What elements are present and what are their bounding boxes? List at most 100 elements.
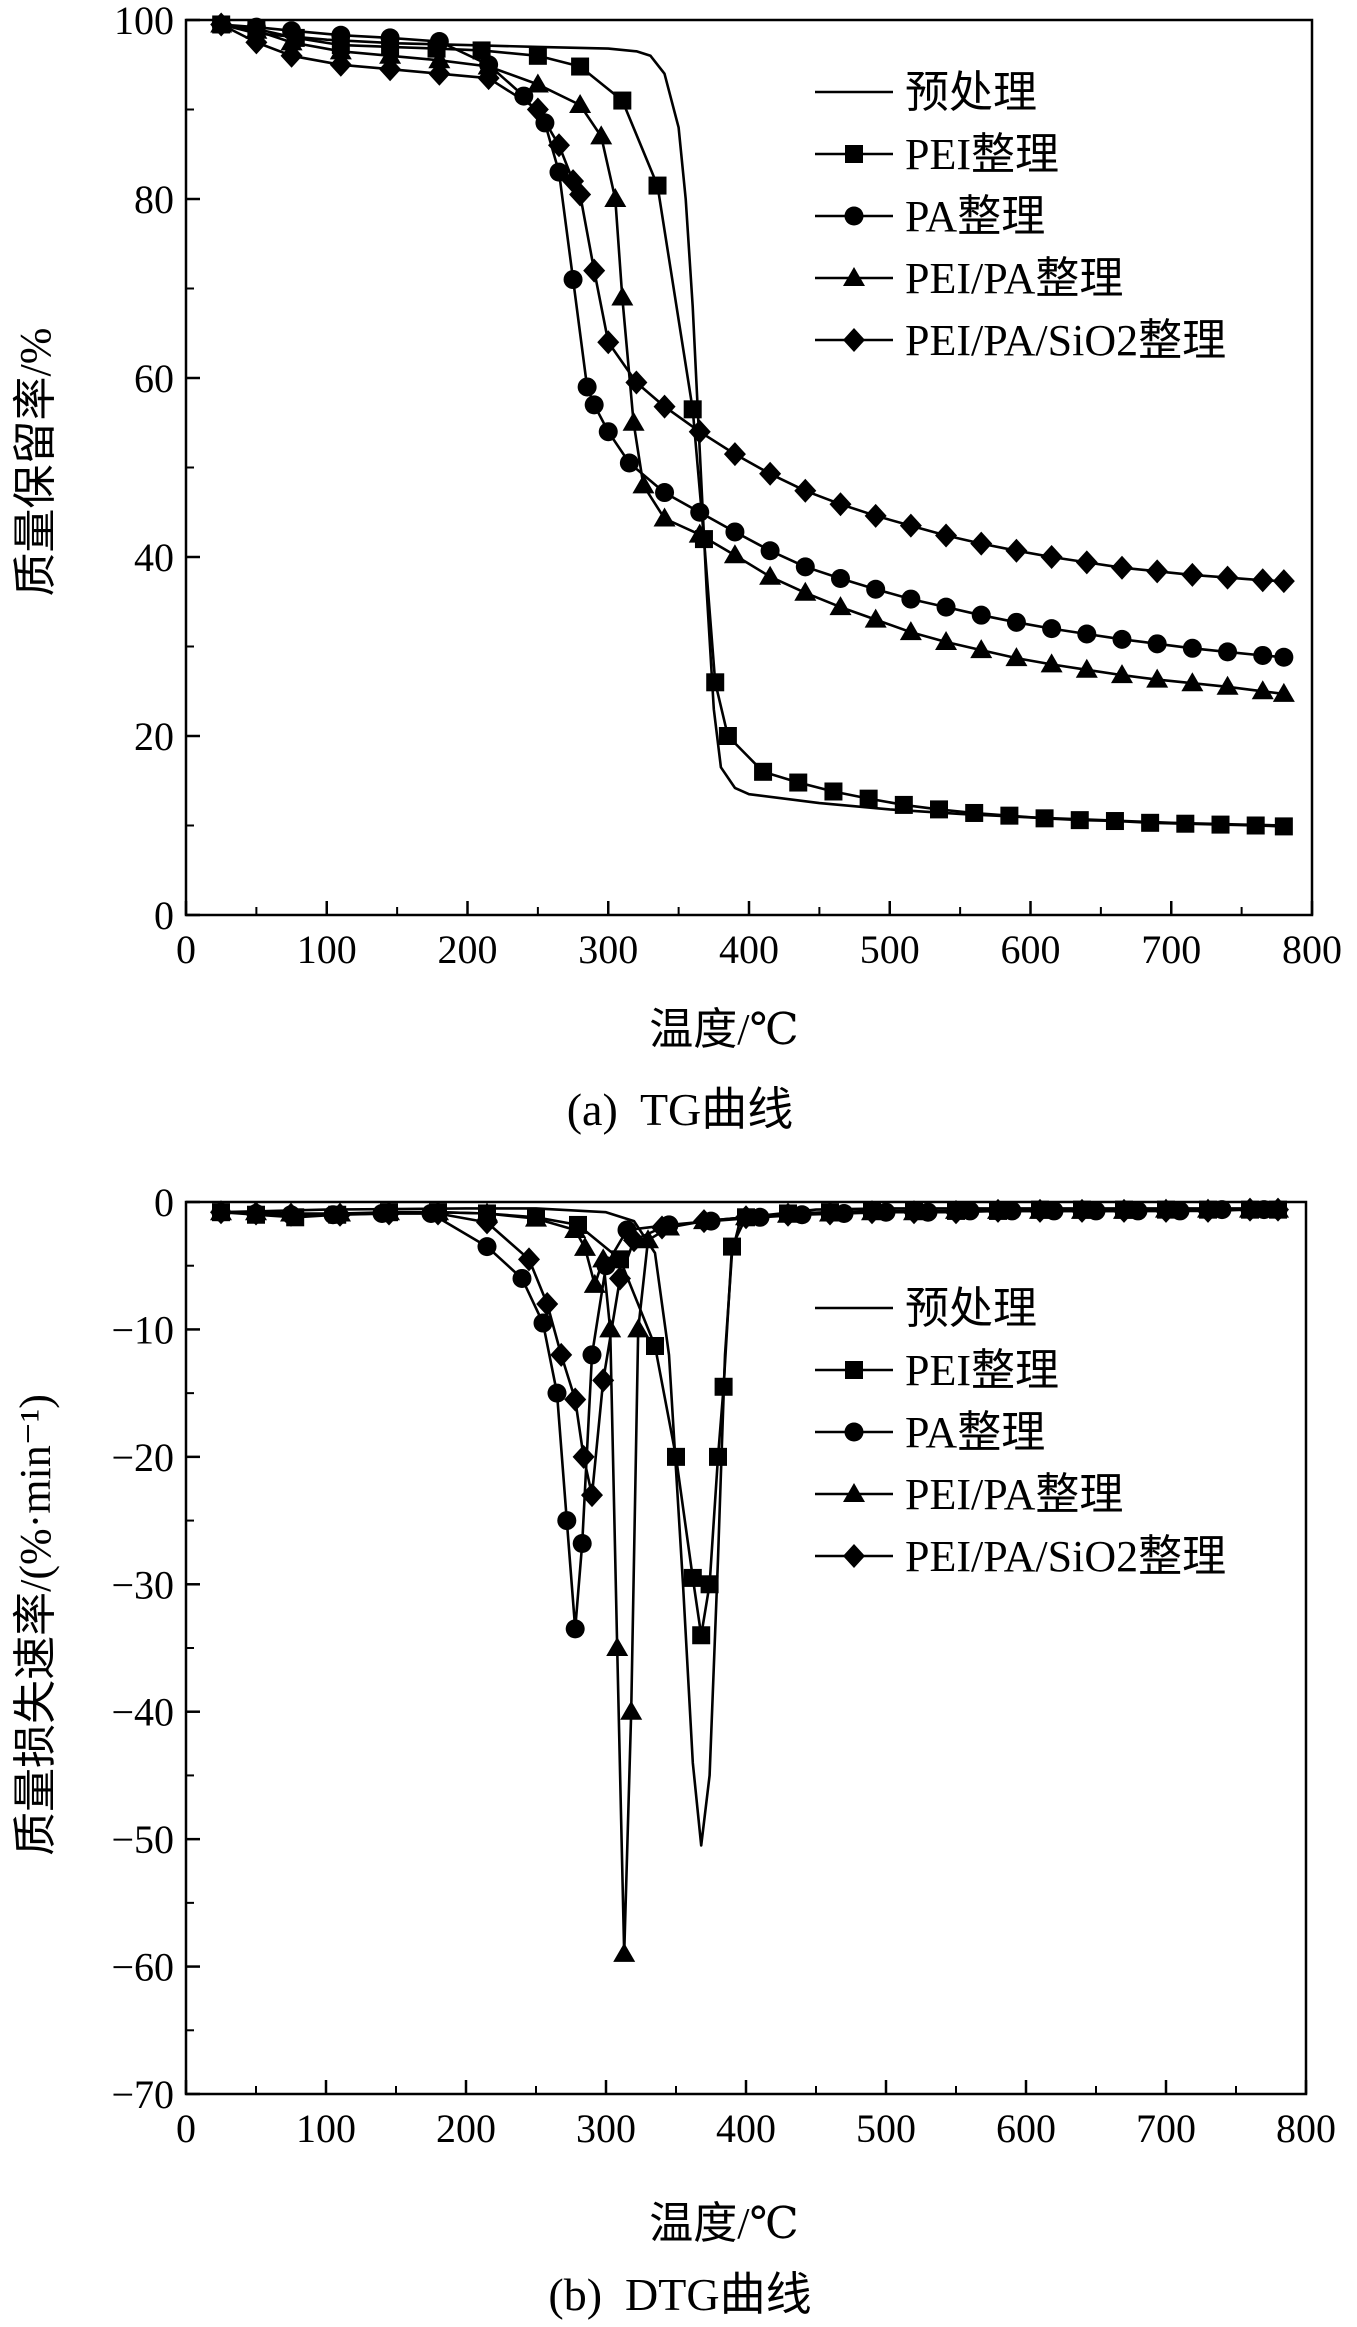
tg-y-tick-label: 60	[134, 356, 174, 401]
dtg-data-point	[557, 1511, 577, 1531]
dtg-data-point	[1071, 1198, 1093, 1223]
tg-data-point	[571, 57, 590, 76]
dtg-data-point	[599, 1318, 622, 1338]
dtg-data-point	[329, 1202, 351, 1227]
tg-data-point	[563, 270, 583, 290]
dtg-legend-item: PEI整理	[815, 1346, 1059, 1395]
dtg-data-point	[1113, 1198, 1135, 1223]
PEI整理: PEI整理	[905, 130, 1059, 179]
tg-data-point	[1251, 680, 1274, 700]
dtg-data-point	[613, 1942, 636, 1962]
tg-data-point	[688, 523, 711, 543]
tg-legend: 预处理 PEI整理 PA整理 PEI/PA整理 PEI/PA/SiO2整理	[815, 68, 1226, 365]
tg-series-2	[211, 14, 1294, 667]
dtg-legend-item: PEI/PA整理	[815, 1470, 1123, 1519]
tg-data-point	[526, 97, 549, 122]
tg-data-point	[1272, 682, 1295, 702]
tg-data-point	[760, 541, 780, 561]
tg-legend-item: PEI/PA/SiO2整理	[815, 316, 1226, 365]
tg-data-point	[528, 46, 547, 65]
dtg-x-tick-label: 200	[436, 2106, 496, 2151]
tg-series-line	[220, 23, 1284, 827]
dtg-data-point	[1155, 1198, 1177, 1223]
tg-data-point	[1146, 668, 1169, 688]
tg-data-point	[1040, 653, 1063, 673]
tg-data-point	[824, 782, 843, 801]
tg-data-point	[894, 795, 913, 814]
tg-data-point	[1077, 624, 1097, 644]
tg-data-point	[583, 258, 606, 283]
tg-data-point	[936, 597, 956, 617]
tg-data-point	[611, 286, 634, 306]
dtg-series-group	[210, 1197, 1289, 1962]
dtg-data-point	[581, 1483, 603, 1508]
tg-data-point	[655, 483, 675, 503]
tg-data-point	[899, 513, 922, 538]
tg-data-point	[1272, 569, 1295, 594]
dtg-data-point	[547, 1383, 567, 1403]
tg-data-point	[935, 631, 958, 651]
tg-data-point	[619, 453, 639, 473]
tg-data-point	[1181, 562, 1204, 587]
tg-data-point	[1000, 806, 1019, 825]
tg-data-point	[1218, 642, 1238, 662]
dtg-series-4	[210, 1197, 1289, 1508]
tg-data-point	[1040, 545, 1063, 569]
dtg-legend-marker	[843, 1483, 865, 1502]
tg-data-point	[794, 581, 817, 601]
dtg-data-point	[620, 1700, 643, 1720]
tg-data-point	[632, 474, 655, 494]
tg-data-point	[1035, 809, 1054, 828]
tg-series-3	[210, 13, 1295, 702]
tg-series-line	[221, 23, 1284, 828]
tg-data-point	[1005, 538, 1028, 563]
tg-data-point	[613, 91, 632, 110]
tg-data-point	[1253, 645, 1273, 665]
tg-data-point	[794, 478, 817, 503]
tg-data-point	[901, 589, 921, 609]
dtg-data-point	[280, 1202, 302, 1227]
tg-data-point	[754, 762, 773, 781]
tg-data-point	[653, 394, 676, 419]
PEI/PA整理: PEI/PA整理	[905, 1470, 1123, 1519]
tg-data-point	[1105, 812, 1124, 831]
tg-data-point	[829, 596, 852, 616]
tg-data-point	[1251, 568, 1274, 593]
tg-data-point	[379, 44, 402, 64]
tg-data-point	[280, 31, 303, 51]
tg-data-point	[1181, 672, 1204, 692]
tg-data-point	[1274, 647, 1294, 667]
tg-legend-item: PA整理	[815, 192, 1045, 241]
预处理: 预处理	[905, 1284, 1037, 1333]
tg-series-1	[212, 15, 1293, 836]
tg-data-point	[329, 52, 352, 77]
tg-series-line	[220, 23, 1284, 583]
tg-data-point	[569, 94, 592, 114]
tg-data-point	[1211, 815, 1230, 834]
dtg-data-point	[627, 1318, 650, 1338]
tg-data-point	[759, 461, 782, 486]
dtg-data-point	[714, 1377, 733, 1396]
tg-data-point	[970, 531, 993, 556]
tg-x-tick-label: 800	[1282, 927, 1342, 972]
dtg-data-point	[378, 1201, 400, 1226]
tg-data-point	[429, 31, 449, 51]
dtg-data-point	[693, 1209, 715, 1234]
tg-caption: (a) TG曲线	[567, 1084, 794, 1135]
tg-series-line	[221, 23, 1284, 659]
tg-data-point	[604, 188, 627, 207]
tg-series-4	[210, 12, 1295, 594]
dtg-data-point	[572, 1534, 592, 1554]
tg-data-point	[622, 411, 645, 431]
tg-data-point	[829, 492, 852, 517]
tg-series-0	[220, 23, 1284, 827]
dtg-data-point	[945, 1200, 967, 1225]
dtg-data-point	[564, 1219, 587, 1239]
dtg-legend-item: PEI/PA/SiO2整理	[815, 1532, 1226, 1581]
tg-data-point	[1110, 555, 1133, 580]
dtg-data-point	[518, 1247, 540, 1272]
tg-x-axis-label: 温度/℃	[649, 1005, 798, 1054]
tg-data-point	[970, 639, 993, 659]
dtg-data-point	[565, 1619, 585, 1639]
tg-data-point	[930, 800, 949, 819]
